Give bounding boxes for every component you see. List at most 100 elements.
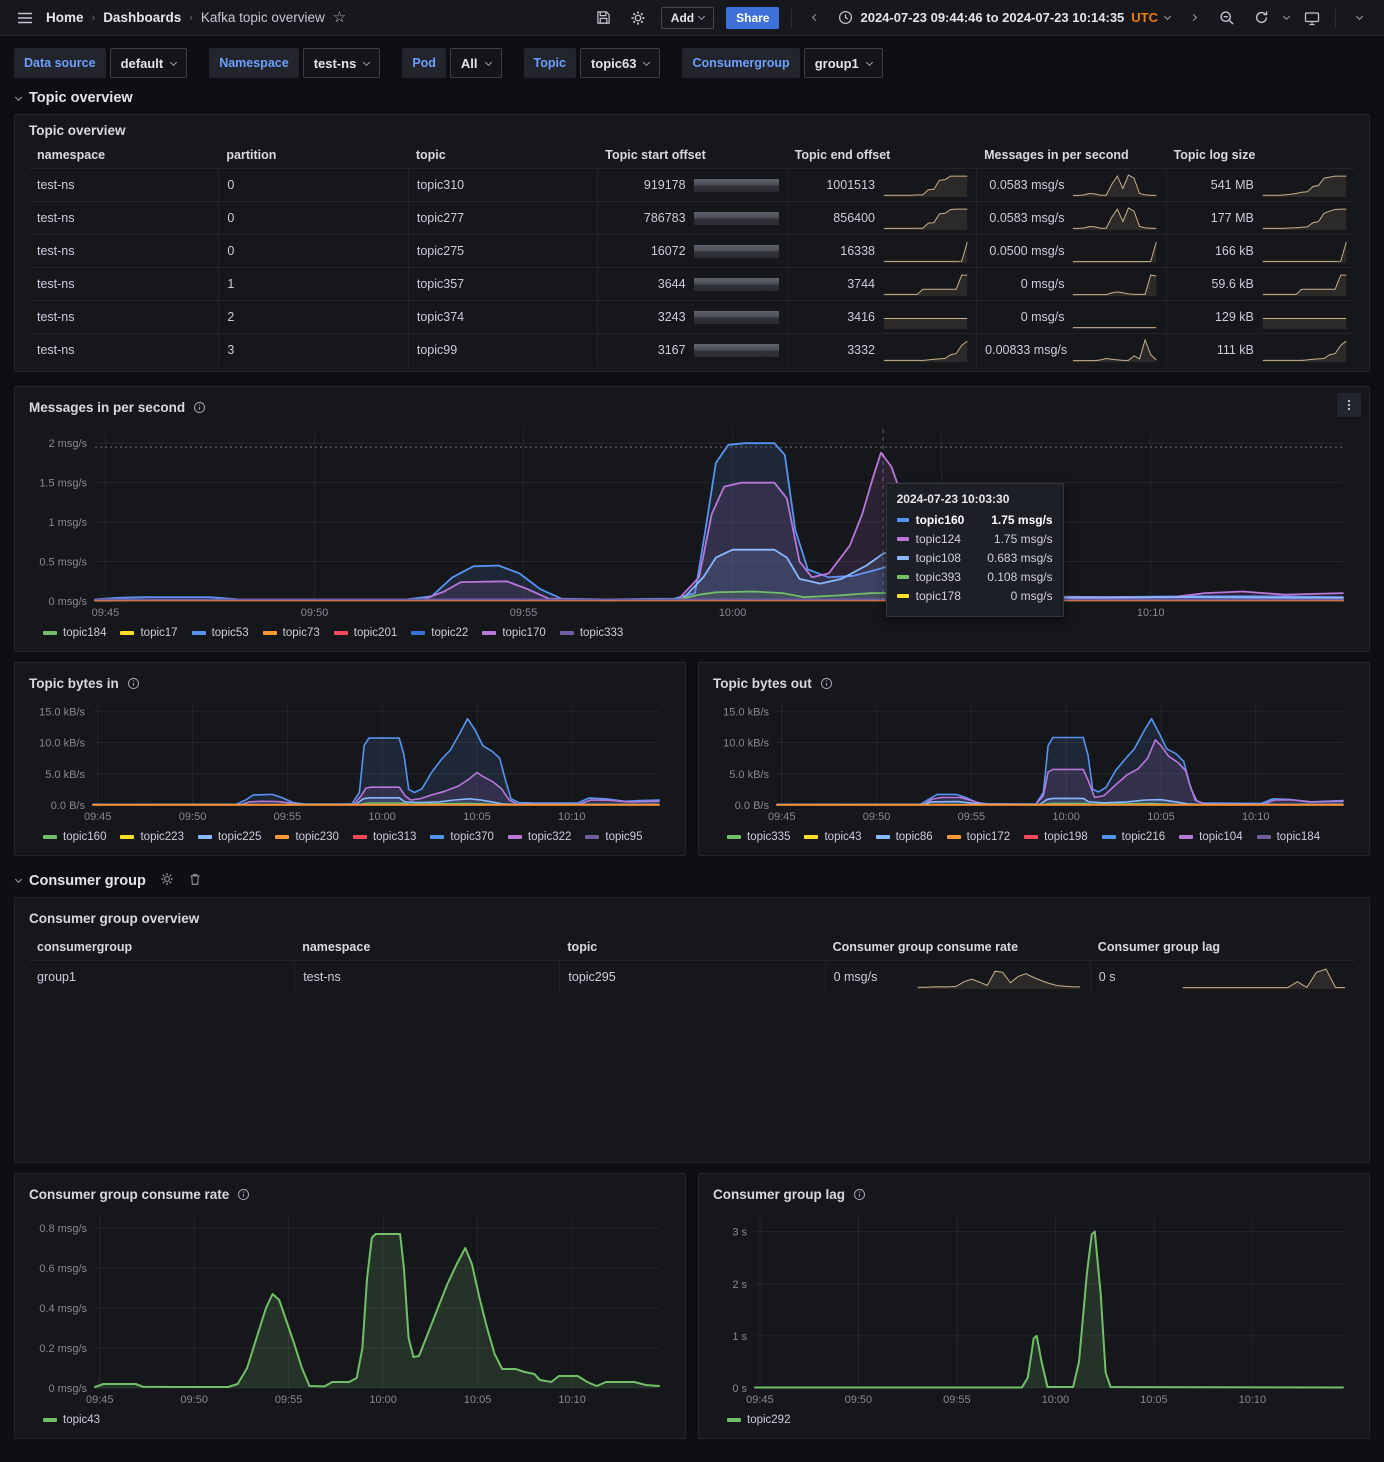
legend-item[interactable]: topic225 <box>197 827 261 847</box>
breadcrumb-separator: › <box>189 11 193 24</box>
gauge-bar <box>693 178 779 192</box>
consumer-lag-chart-canvas[interactable]: 09:45 09:50 09:55 10:00 10:05 10:10 0 s 1 s 2 s 3… <box>713 1206 1355 1408</box>
breadcrumb-dashboards[interactable]: Dashboards <box>103 10 182 25</box>
filter-value-dropdown[interactable]: test-ns <box>302 48 381 78</box>
svg-text:09:55: 09:55 <box>275 1394 303 1406</box>
svg-text:10:10: 10:10 <box>1137 607 1165 619</box>
legend-item[interactable]: topic53 <box>191 623 249 643</box>
section-topic-overview[interactable]: Topic overview <box>14 90 1370 106</box>
time-back-icon[interactable] <box>804 7 826 29</box>
table-cell: test-ns <box>294 961 559 993</box>
column-header[interactable]: namespace <box>302 940 371 954</box>
legend-item[interactable]: topic201 <box>333 623 397 643</box>
legend-chip <box>352 835 367 839</box>
refresh-icon[interactable] <box>1250 7 1272 29</box>
panel-menu-kebab-icon[interactable] <box>1337 393 1361 417</box>
legend-item[interactable]: topic370 <box>430 827 494 847</box>
table-cell: 2 <box>218 301 407 333</box>
legend-item[interactable]: topic230 <box>275 827 339 847</box>
info-icon[interactable] <box>193 401 206 414</box>
time-forward-icon[interactable] <box>1182 7 1204 29</box>
legend-chip <box>482 631 497 635</box>
info-icon[interactable] <box>853 1188 866 1201</box>
tooltip-series-row: topic124 1.75 msg/s <box>896 532 1053 546</box>
menu-icon[interactable] <box>14 7 36 29</box>
sparkline <box>1262 304 1347 330</box>
info-icon[interactable] <box>820 677 833 690</box>
legend-chip <box>191 631 206 635</box>
share-button[interactable]: Share <box>726 6 780 29</box>
legend-label: topic333 <box>579 627 624 639</box>
legend-item[interactable]: topic43 <box>43 1410 100 1430</box>
metric-cell: 177 MB <box>1165 202 1355 234</box>
consume-rate-chart-canvas[interactable]: 09:45 09:50 09:55 10:00 10:05 10:10 0 msg/s 0.2… <box>29 1206 671 1408</box>
legend-item[interactable]: topic333 <box>559 623 624 643</box>
tooltip-series-value: 0.108 msg/s <box>987 570 1053 584</box>
legend-item[interactable]: topic184 <box>1256 827 1320 847</box>
legend-item[interactable]: topic43 <box>804 827 862 847</box>
filter-group: Topic topic63 <box>523 48 661 78</box>
legend-item[interactable]: topic223 <box>120 827 184 847</box>
column-header[interactable]: Topic log size <box>1173 148 1256 162</box>
legend-item[interactable]: topic198 <box>1024 827 1088 847</box>
svg-text:0.5 msg/s: 0.5 msg/s <box>39 557 87 569</box>
column-header[interactable]: namespace <box>37 148 106 162</box>
legend-item[interactable]: topic104 <box>1179 827 1243 847</box>
refresh-interval-caret[interactable] <box>1282 12 1291 21</box>
column-header[interactable]: consumergroup <box>37 940 133 954</box>
row-settings-gear-icon[interactable] <box>160 872 174 889</box>
filter-value-dropdown[interactable]: group1 <box>803 48 883 78</box>
legend-item[interactable]: topic17 <box>120 623 178 643</box>
time-range-picker[interactable]: 2024-07-23 09:44:46 to 2024-07-23 10:14:… <box>838 10 1172 25</box>
column-header[interactable]: Consumer group consume rate <box>832 940 1019 954</box>
column-header[interactable]: Topic end offset <box>794 148 891 162</box>
legend-item[interactable]: topic292 <box>727 1410 790 1430</box>
filter-value-dropdown[interactable]: default <box>109 48 188 78</box>
add-button[interactable]: Add <box>660 6 715 29</box>
filter-value-dropdown[interactable]: topic63 <box>579 48 661 78</box>
legend-item[interactable]: topic313 <box>352 827 416 847</box>
legend-item[interactable]: topic216 <box>1101 827 1165 847</box>
breadcrumb-home[interactable]: Home <box>46 10 84 25</box>
legend-item[interactable]: topic184 <box>43 623 106 643</box>
legend-chip <box>875 835 890 839</box>
column-header[interactable]: partition <box>226 148 277 162</box>
legend-chip <box>727 1418 741 1422</box>
row-delete-trash-icon[interactable] <box>188 872 202 889</box>
legend-chip <box>727 835 741 839</box>
tv-mode-icon[interactable] <box>1301 7 1323 29</box>
metric-cell: 3167 <box>597 334 786 366</box>
legend-item[interactable]: topic95 <box>585 827 642 847</box>
legend-item[interactable]: topic335 <box>727 827 790 847</box>
column-header[interactable]: Messages in per second <box>984 148 1129 162</box>
info-icon[interactable] <box>127 677 140 690</box>
filter-group: Data source default <box>14 48 188 78</box>
legend-item[interactable]: topic160 <box>43 827 106 847</box>
legend-item[interactable]: topic322 <box>507 827 571 847</box>
legend-item[interactable]: topic86 <box>875 827 933 847</box>
legend-item[interactable]: topic170 <box>482 623 546 643</box>
column-header[interactable]: Consumer group lag <box>1097 940 1221 954</box>
column-header[interactable]: topic <box>567 940 598 954</box>
bytes-out-chart-canvas[interactable]: 09:45 09:50 09:55 10:00 10:05 10:10 0.0 B/s 5.0… <box>713 695 1355 825</box>
sparkline <box>1262 172 1347 198</box>
star-icon[interactable]: ☆ <box>332 9 347 26</box>
save-icon[interactable] <box>593 7 615 29</box>
zoom-out-icon[interactable] <box>1216 7 1238 29</box>
filter-value-dropdown[interactable]: All <box>449 48 502 78</box>
section-consumer-group[interactable]: Consumer group <box>14 872 1370 889</box>
metric-value: 16338 <box>840 244 876 258</box>
bytes-in-chart-canvas[interactable]: 09:45 09:50 09:55 10:00 10:05 10:10 0.0 B/s 5.0… <box>29 695 671 825</box>
column-header[interactable]: Topic start offset <box>605 148 706 162</box>
info-icon[interactable] <box>237 1188 250 1201</box>
chevron-down-icon <box>363 58 371 66</box>
svg-text:09:50: 09:50 <box>179 811 207 823</box>
gear-icon[interactable] <box>627 7 649 29</box>
column-header[interactable]: topic <box>415 148 446 162</box>
legend-label: topic370 <box>450 831 494 843</box>
legend-item[interactable]: topic22 <box>411 623 468 643</box>
legend-item[interactable]: topic73 <box>262 623 320 643</box>
legend-item[interactable]: topic172 <box>946 827 1010 847</box>
navbar-collapse-caret-icon[interactable] <box>1348 7 1370 29</box>
